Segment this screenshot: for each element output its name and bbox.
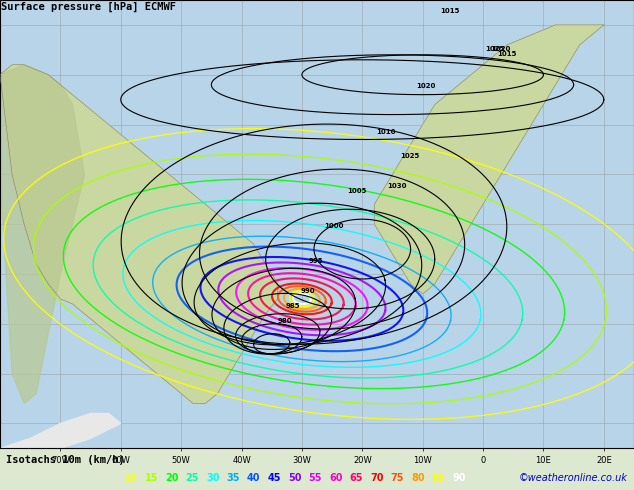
Text: 15: 15 xyxy=(145,473,158,483)
Text: 1030: 1030 xyxy=(387,183,406,189)
Text: Surface pressure [hPa] ECMWF: Surface pressure [hPa] ECMWF xyxy=(1,2,176,12)
Text: 980: 980 xyxy=(277,318,292,324)
Text: 50: 50 xyxy=(288,473,302,483)
Text: 20: 20 xyxy=(165,473,179,483)
Text: 60: 60 xyxy=(329,473,342,483)
Text: 45: 45 xyxy=(268,473,281,483)
Text: 75: 75 xyxy=(391,473,404,483)
Polygon shape xyxy=(0,65,84,404)
Text: Isotachs 10m (km/h): Isotachs 10m (km/h) xyxy=(6,455,125,465)
Text: 1025: 1025 xyxy=(486,47,505,52)
Text: 1015: 1015 xyxy=(441,8,460,15)
Text: 25: 25 xyxy=(186,473,199,483)
Text: 10: 10 xyxy=(124,473,138,483)
Text: 40: 40 xyxy=(247,473,261,483)
Text: 1005: 1005 xyxy=(347,189,367,195)
Text: 35: 35 xyxy=(226,473,240,483)
Text: 65: 65 xyxy=(349,473,363,483)
Text: 80: 80 xyxy=(411,473,425,483)
Text: 1020: 1020 xyxy=(416,83,436,89)
Text: 1025: 1025 xyxy=(400,153,420,159)
Text: 55: 55 xyxy=(309,473,322,483)
Polygon shape xyxy=(0,65,278,404)
Text: 995: 995 xyxy=(308,258,323,264)
Polygon shape xyxy=(0,414,120,448)
Text: 1000: 1000 xyxy=(325,223,344,229)
Text: 90: 90 xyxy=(452,473,465,483)
Text: ©weatheronline.co.uk: ©weatheronline.co.uk xyxy=(519,473,628,483)
Text: 1020: 1020 xyxy=(491,47,511,52)
Text: 1010: 1010 xyxy=(376,129,396,135)
Text: 985: 985 xyxy=(286,303,301,309)
Polygon shape xyxy=(374,25,604,294)
Text: 85: 85 xyxy=(432,473,445,483)
Text: 70: 70 xyxy=(370,473,384,483)
Text: 30: 30 xyxy=(206,473,219,483)
Text: 1015: 1015 xyxy=(498,51,517,57)
Text: 990: 990 xyxy=(301,288,315,294)
